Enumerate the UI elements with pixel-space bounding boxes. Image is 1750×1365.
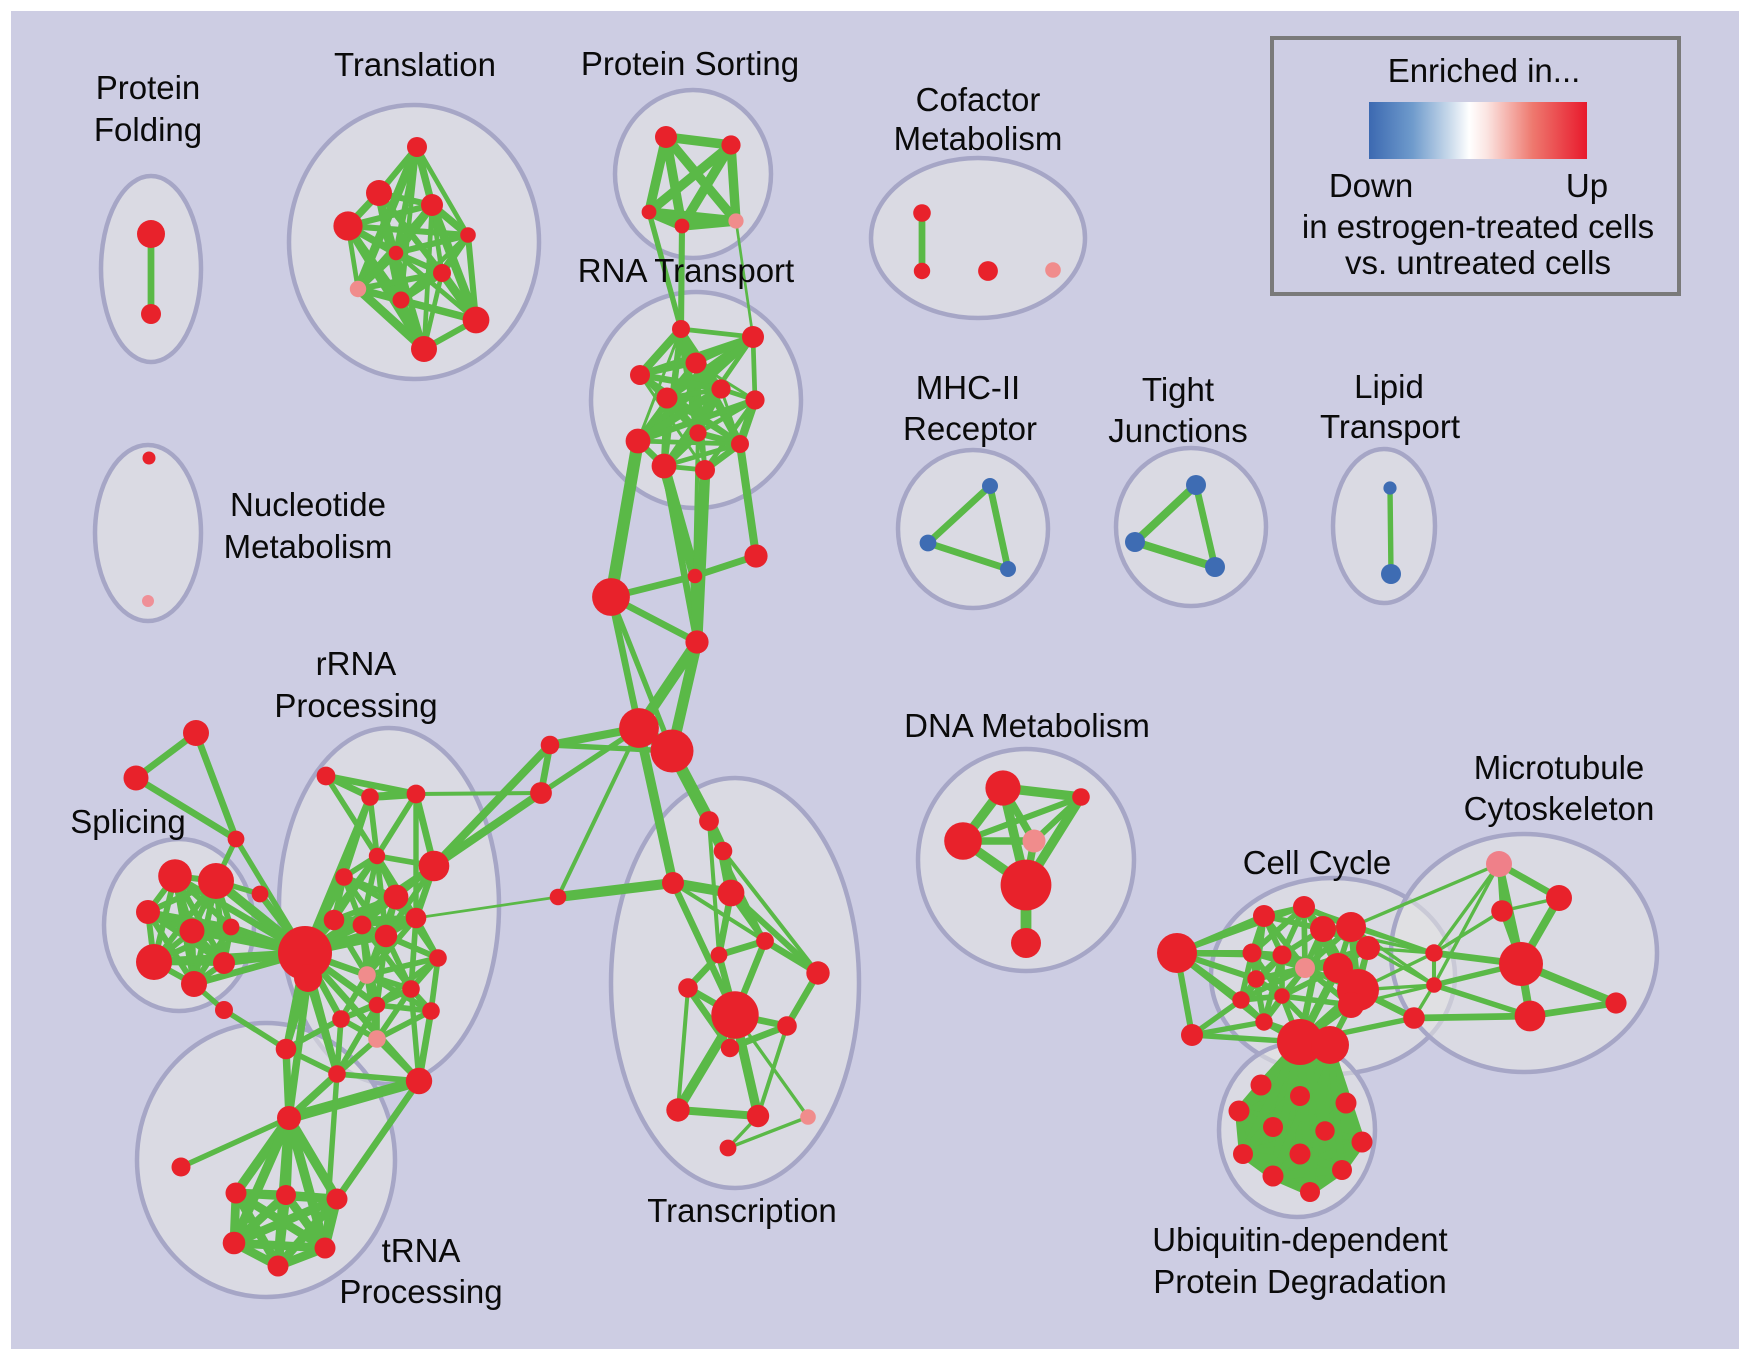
svg-text:Folding: Folding	[94, 111, 202, 148]
svg-text:Metabolism: Metabolism	[894, 120, 1063, 157]
svg-text:Processing: Processing	[274, 687, 437, 724]
svg-text:Junctions: Junctions	[1108, 412, 1247, 449]
svg-text:Splicing: Splicing	[70, 803, 186, 840]
svg-text:Protein Degradation: Protein Degradation	[1153, 1263, 1447, 1300]
svg-text:in estrogen-treated cells: in estrogen-treated cells	[1302, 208, 1654, 245]
svg-text:RNA Transport: RNA Transport	[578, 252, 794, 289]
svg-text:Cell Cycle: Cell Cycle	[1243, 844, 1392, 881]
svg-text:Cofactor: Cofactor	[916, 81, 1041, 118]
svg-text:Protein Sorting: Protein Sorting	[581, 45, 799, 82]
svg-text:Transcription: Transcription	[647, 1192, 837, 1229]
svg-text:DNA Metabolism: DNA Metabolism	[904, 707, 1150, 744]
svg-text:Ubiquitin-dependent: Ubiquitin-dependent	[1152, 1221, 1447, 1258]
svg-text:Down: Down	[1329, 167, 1413, 204]
svg-text:Receptor: Receptor	[903, 410, 1037, 447]
svg-text:rRNA: rRNA	[316, 645, 397, 682]
svg-text:Up: Up	[1566, 167, 1608, 204]
svg-text:Cytoskeleton: Cytoskeleton	[1464, 790, 1655, 827]
svg-text:Processing: Processing	[339, 1273, 502, 1310]
svg-text:tRNA: tRNA	[382, 1232, 461, 1269]
svg-text:Translation: Translation	[334, 46, 496, 83]
svg-text:Metabolism: Metabolism	[224, 528, 393, 565]
svg-text:Nucleotide: Nucleotide	[230, 486, 386, 523]
svg-text:Tight: Tight	[1142, 371, 1214, 408]
svg-text:Microtubule: Microtubule	[1474, 749, 1645, 786]
svg-text:Transport: Transport	[1320, 408, 1460, 445]
svg-text:Enriched in...: Enriched in...	[1388, 52, 1581, 89]
svg-text:MHC-II: MHC-II	[916, 369, 1020, 406]
svg-text:vs. untreated cells: vs. untreated cells	[1345, 244, 1611, 281]
svg-text:Lipid: Lipid	[1354, 368, 1424, 405]
svg-text:Protein: Protein	[96, 69, 201, 106]
